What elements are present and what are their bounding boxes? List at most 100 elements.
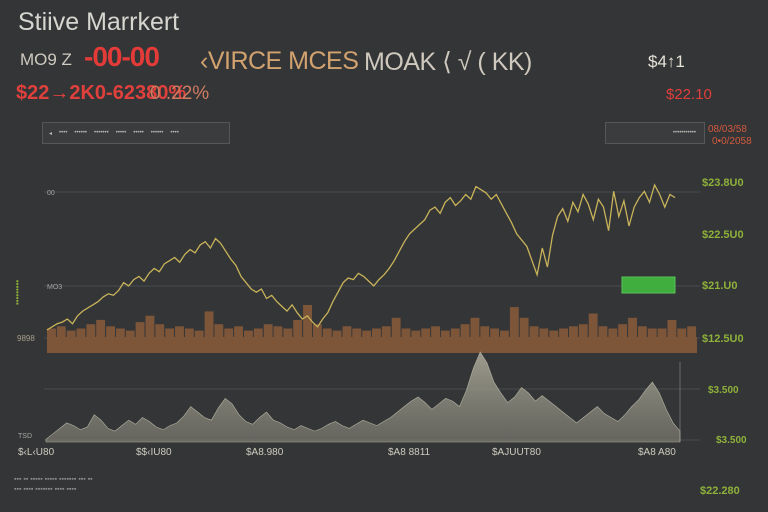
volume-bar: [628, 317, 637, 337]
volume-bar: [352, 328, 362, 337]
volume-bar: [598, 326, 608, 337]
volume-bar: [608, 328, 618, 337]
footer-note: ▪▪▪ ▪▪ ▪▪▪▪▪ ▪▪▪▪▪ ▪▪▪▪▪▪▪ ▪▪▪ ▪▪: [14, 476, 93, 483]
volume-bar: [529, 326, 539, 337]
volume-bar: [509, 307, 519, 337]
volume-bar: [283, 328, 293, 337]
price-marker: [621, 276, 676, 294]
volume-bar: [47, 328, 56, 337]
y-tick-label: TSD: [18, 433, 32, 440]
volume-bar: [76, 328, 86, 337]
volume-bar: [559, 328, 568, 337]
volume-band: [47, 337, 697, 353]
ticker-subtitle: MOAK ⟨ √ ( KK): [364, 48, 532, 76]
volume-bar: [253, 328, 263, 337]
x-tick-label: $A8.980: [246, 447, 284, 458]
ticker-code: MO9 Z: [20, 50, 72, 69]
volume-bar: [194, 330, 204, 337]
volume-bar: [539, 328, 549, 337]
price-low: $22.10: [666, 86, 712, 103]
volume-bar: [244, 330, 253, 337]
y-tick-label-right: $21.U0: [702, 280, 737, 292]
time-range-bar: ◂ •••• •••••• ••••••• ••••• ••••• ••••••…: [42, 122, 230, 144]
range-tab[interactable]: ••••••: [74, 130, 88, 136]
y-tick-label: 00: [47, 190, 55, 197]
volume-bar: [569, 326, 578, 337]
volume-bar: [578, 324, 588, 337]
volume-bar: [677, 328, 687, 337]
volume-bar: [303, 305, 312, 337]
volume-bar: [273, 326, 283, 337]
x-tick-label: $A8 8811: [388, 447, 431, 458]
volume-bar: [115, 328, 125, 337]
range-tab[interactable]: •••••••: [94, 130, 109, 136]
volume-bar: [234, 326, 243, 337]
y-tick-label-right: $22.5U0: [702, 229, 744, 241]
date-label: 0•0/2058: [712, 136, 752, 147]
y-axis-label: •••••••••: [13, 280, 22, 305]
area-series: [45, 351, 681, 443]
volume-bar: [332, 330, 342, 337]
volume-bar: [66, 330, 76, 337]
y-tick-label-right: $23.8U0: [702, 177, 744, 189]
range-tab[interactable]: ••••: [170, 130, 179, 136]
ticker-name: ‹VIRCE MCES: [200, 47, 359, 75]
y-tick-label-right: $3.500: [708, 385, 739, 396]
range-tab[interactable]: ••••••: [150, 130, 164, 136]
volume-bar: [431, 326, 440, 337]
volume-bar: [618, 324, 628, 337]
range-tab[interactable]: ••••: [59, 130, 68, 136]
y-tick-label: MO3: [47, 284, 62, 291]
volume-bar: [519, 317, 529, 337]
volume-bar: [263, 324, 273, 337]
volume-bar: [155, 324, 165, 337]
y-tick-label-right: $3.500: [716, 435, 747, 446]
range-tab[interactable]: •••••: [133, 130, 144, 136]
volume-bar: [637, 326, 647, 337]
x-tick-label: $A8 A80: [638, 447, 676, 458]
volume-bar: [401, 328, 411, 337]
volume-bar: [322, 328, 332, 337]
volume-bar: [184, 328, 194, 337]
volume-bar: [647, 328, 657, 337]
footer-note: ▪▪▪ ▪▪▪▪ ▪▪▪▪▪▪▪ ▪▪▪▪ ▪▪▪▪: [14, 486, 77, 493]
volume-bar: [362, 330, 372, 337]
volume-bar: [96, 319, 106, 337]
volume-bar: [440, 330, 450, 337]
volume-bar: [135, 322, 145, 337]
volume-bar: [224, 328, 234, 337]
y-tick-label: 9898: [17, 334, 35, 343]
volume-bar: [56, 326, 66, 337]
volume-bar: [175, 326, 184, 337]
volume-bar: [549, 330, 559, 337]
x-tick-label: $‹L‹U80: [18, 447, 55, 458]
volume-bar: [657, 328, 667, 337]
volume-bar: [293, 319, 303, 337]
x-tick-label-right: $22.280: [700, 485, 740, 497]
info-bar[interactable]: •••••••••••: [605, 122, 705, 144]
volume-bar: [381, 326, 391, 337]
volume-bar: [145, 315, 155, 337]
range-tab[interactable]: •••••: [115, 130, 127, 136]
price-line: [46, 183, 676, 331]
volume-bar: [372, 328, 381, 337]
y-tick-label-right: $12.5U0: [702, 333, 744, 345]
volume-bar: [460, 324, 470, 337]
ticker-price-change: -00-00: [84, 41, 160, 72]
volume-bar: [490, 328, 500, 337]
app-title: Stiive Marrkert: [18, 8, 180, 36]
volume-bar: [214, 324, 224, 337]
volume-bar: [421, 328, 431, 337]
range-back-button[interactable]: ◂: [49, 130, 53, 137]
volume-bar: [500, 330, 509, 337]
date-label: 08/03/58: [708, 124, 747, 135]
price-change: $22→2K0-62380%: [16, 82, 187, 104]
volume-bar: [125, 330, 135, 337]
price-change-percent: 0 .22%: [150, 83, 210, 104]
volume-bar: [106, 326, 115, 337]
volume-bar: [342, 326, 352, 337]
volume-bar: [411, 330, 421, 337]
volume-bar: [204, 311, 214, 337]
volume-bar: [86, 324, 96, 337]
